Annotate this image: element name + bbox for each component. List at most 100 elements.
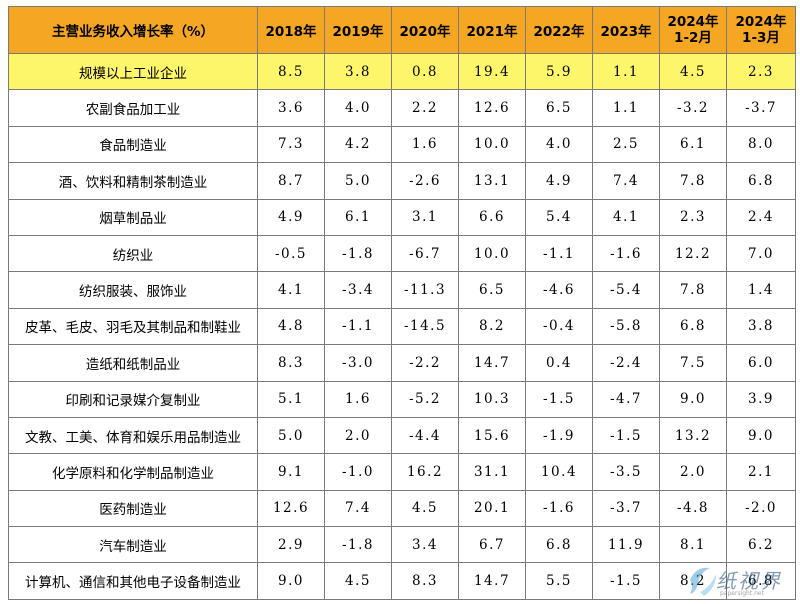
row-industry-name: 化学原料和化学制品制造业 [8, 453, 258, 491]
growth-value-cell: 6.8 [726, 162, 796, 200]
header-year: 2019年 [324, 6, 392, 54]
growth-value-cell: -1.5 [525, 380, 593, 418]
growth-value-cell: 3.4 [391, 526, 459, 564]
growth-value-cell: 8.7 [257, 162, 325, 200]
growth-value-cell: 12.6 [257, 489, 325, 528]
growth-value-cell: 7.4 [592, 162, 660, 200]
row-industry-name: 皮革、毛皮、羽毛及其制品和制鞋业 [8, 307, 258, 346]
growth-value-cell: 4.8 [257, 307, 325, 346]
growth-value-cell: 2.9 [257, 526, 325, 564]
growth-value-cell: -2.6 [391, 162, 459, 200]
table-row: 纺织业 -0.5 -1.8 -6.7 10.0 -1.1 -1.6 12.2 7.0 [8, 234, 796, 273]
table-row: 汽车制造业 2.9 -1.8 3.4 6.7 6.8 11.9 8.1 6.2 [8, 526, 796, 564]
growth-value-cell: -2.0 [726, 489, 796, 528]
growth-value-cell: -0.4 [525, 307, 593, 346]
growth-value-cell: -5.2 [391, 380, 459, 418]
growth-value-cell: 6.8 [726, 562, 796, 600]
growth-value-cell: -11.3 [391, 271, 459, 309]
growth-value-cell: 13.2 [659, 416, 727, 455]
growth-value-cell: 11.9 [592, 526, 660, 564]
growth-value-cell: 4.5 [659, 52, 727, 91]
header-year: 2021年 [458, 6, 526, 54]
growth-value-cell: -1.0 [324, 453, 392, 491]
header-year: 2020年 [391, 6, 459, 54]
growth-value-cell: 4.1 [257, 271, 325, 309]
growth-value-cell: -1.8 [324, 526, 392, 564]
growth-value-cell: 10.0 [458, 125, 526, 164]
row-industry-name: 规模以上工业企业 [8, 52, 258, 91]
growth-value-cell: -1.6 [592, 234, 660, 273]
growth-value-cell: 4.9 [257, 198, 325, 236]
table-row: 农副食品加工业 3.6 4.0 2.2 12.6 6.5 1.1 -3.2 -3.7 [8, 89, 796, 127]
table-row: 医药制造业 12.6 7.4 4.5 20.1 -1.6 -3.7 -4.8 -2.0 [8, 489, 796, 528]
growth-value-cell: 6.5 [458, 271, 526, 309]
growth-value-cell: 6.7 [458, 526, 526, 564]
growth-value-cell: 8.3 [257, 344, 325, 382]
row-industry-name: 纺织业 [8, 234, 258, 273]
growth-value-cell: 12.6 [458, 89, 526, 127]
growth-value-cell: 10.4 [525, 453, 593, 491]
row-industry-name: 计算机、通信和其他电子设备制造业 [8, 562, 258, 600]
growth-value-cell: 8.2 [659, 562, 727, 600]
growth-value-cell: 1.1 [592, 52, 660, 91]
growth-value-cell: 2.2 [391, 89, 459, 127]
growth-value-cell: 2.1 [726, 453, 796, 491]
row-industry-name: 汽车制造业 [8, 526, 258, 564]
row-industry-name: 酒、饮料和精制茶制造业 [8, 162, 258, 200]
growth-value-cell: 4.0 [525, 125, 593, 164]
growth-value-cell: 2.3 [659, 198, 727, 236]
growth-value-cell: -1.5 [592, 562, 660, 600]
growth-value-cell: 7.3 [257, 125, 325, 164]
row-industry-name: 农副食品加工业 [8, 89, 258, 127]
row-industry-name: 纺织服装、服饰业 [8, 271, 258, 309]
growth-value-cell: 6.6 [458, 198, 526, 236]
growth-value-cell: 7.4 [324, 489, 392, 528]
growth-value-cell: 5.0 [257, 416, 325, 455]
growth-value-cell: 2.4 [726, 198, 796, 236]
growth-value-cell: 5.0 [324, 162, 392, 200]
table-row: 纺织服装、服饰业 4.1 -3.4 -11.3 6.5 -4.6 -5.4 7.8 1.4 [8, 271, 796, 309]
growth-value-cell: 4.1 [592, 198, 660, 236]
growth-value-cell: 4.5 [324, 562, 392, 600]
header-year: 2023年 [592, 6, 660, 54]
header-category: 主营业务收入增长率（%） [8, 6, 258, 54]
row-industry-name: 文教、工美、体育和娱乐用品制造业 [8, 416, 258, 455]
growth-value-cell: 31.1 [458, 453, 526, 491]
growth-value-cell: 2.3 [726, 52, 796, 91]
header-year: 2022年 [525, 6, 593, 54]
growth-value-cell: 6.2 [726, 526, 796, 564]
growth-value-cell: 8.1 [659, 526, 727, 564]
growth-value-cell: 6.1 [659, 125, 727, 164]
growth-value-cell: -3.2 [659, 89, 727, 127]
growth-value-cell: -3.0 [324, 344, 392, 382]
table-row: 烟草制品业 4.9 6.1 3.1 6.6 5.4 4.1 2.3 2.4 [8, 198, 796, 236]
growth-value-cell: 16.2 [391, 453, 459, 491]
growth-rate-table: 主营业务收入增长率（%） 2018年 2019年 2020年 2021年 202… [8, 6, 796, 600]
growth-value-cell: -1.6 [525, 489, 593, 528]
growth-value-cell: 2.5 [592, 125, 660, 164]
growth-value-cell: -5.8 [592, 307, 660, 346]
header-period-jan-mar: 2024年 1-3月 [726, 6, 796, 54]
growth-value-cell: 10.0 [458, 234, 526, 273]
growth-value-cell: 2.0 [659, 453, 727, 491]
growth-value-cell: -3.5 [592, 453, 660, 491]
table-row: 食品制造业 7.3 4.2 1.6 10.0 4.0 2.5 6.1 8.0 [8, 125, 796, 164]
growth-value-cell: -4.6 [525, 271, 593, 309]
growth-value-cell: 1.6 [391, 125, 459, 164]
header-period-jan-feb: 2024年 1-2月 [659, 6, 727, 54]
growth-value-cell: 1.1 [592, 89, 660, 127]
row-industry-name: 食品制造业 [8, 125, 258, 164]
growth-value-cell: 8.5 [257, 52, 325, 91]
growth-value-cell: 6.8 [525, 526, 593, 564]
growth-value-cell: 1.6 [324, 380, 392, 418]
table-row: 皮革、毛皮、羽毛及其制品和制鞋业 4.8 -1.1 -14.5 8.2 -0.4 -5.8 6… [8, 307, 796, 346]
growth-value-cell: 8.2 [458, 307, 526, 346]
table-row: 计算机、通信和其他电子设备制造业 9.0 4.5 8.3 14.7 5.5 -1.5 8.2 6… [8, 562, 796, 600]
row-industry-name: 医药制造业 [8, 489, 258, 528]
growth-value-cell: 6.5 [525, 89, 593, 127]
growth-value-cell: 3.9 [726, 380, 796, 418]
growth-value-cell: -1.1 [525, 234, 593, 273]
growth-value-cell: 2.0 [324, 416, 392, 455]
growth-value-cell: 19.4 [458, 52, 526, 91]
growth-value-cell: 7.0 [726, 234, 796, 273]
